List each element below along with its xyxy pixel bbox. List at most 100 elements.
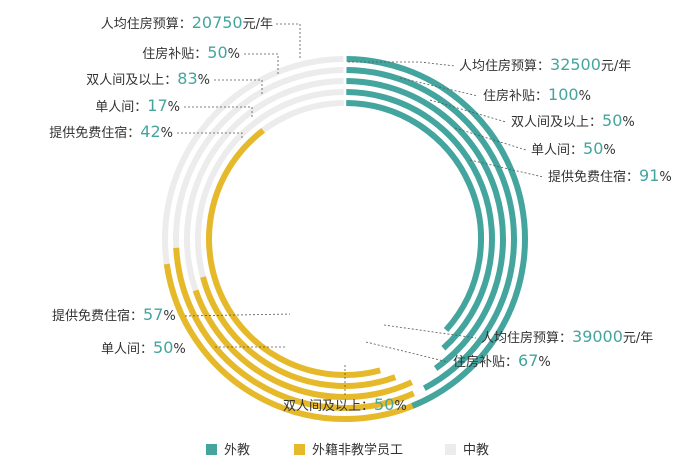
leader-line [348,61,456,67]
label-zhongjiao-2: 双人间及以上：83% [86,69,263,95]
label-waijiao-4: 提供免费住宿：91% [469,159,672,185]
label-waijiao-0: 人均住房预算：32500元/年 [348,55,631,74]
label-waiji_staff-0: 人均住房预算：39000元/年 [383,324,653,346]
label-text: 住房补贴：100% [483,85,591,104]
ring-waiji-staff-4 [205,127,381,378]
label-text: 提供免费住宿：91% [548,166,672,185]
label-name: 人均住房预算： [101,16,192,32]
label-name: 住房补贴： [453,354,518,370]
leader-line [184,106,253,117]
label-value: 17 [147,96,167,115]
label-value: 39000 [572,327,623,346]
label-unit: 元/年 [243,17,273,32]
label-unit: % [228,47,240,62]
ring-waiji-staff-3 [200,276,397,389]
label-value: 32500 [550,55,601,74]
label-name: 住房补贴： [142,46,207,62]
legend-item-waijiao: 外教 [206,442,250,458]
leader-line [184,313,291,317]
rings [162,56,528,422]
label-value: 100 [548,85,579,104]
label-waijiao-1: 住房补贴：100% [399,77,591,104]
label-name: 单人间： [531,143,583,158]
label-name: 双人间及以上： [511,115,602,130]
legend-label: 外籍非教学员工 [312,442,403,458]
leader-line [383,324,477,339]
leader-line [469,159,544,178]
leader-line [454,127,527,151]
legend-item-zhongjiao: 中教 [445,442,489,458]
label-value: 50 [207,43,227,62]
legend-swatch [445,444,456,455]
label-text: 住房补贴：67% [453,351,551,370]
leader-line [399,77,479,97]
label-value: 91 [639,166,659,185]
leader-line [214,79,263,95]
label-waiji_staff-1: 住房补贴：67% [365,341,551,370]
label-zhongjiao-0: 人均住房预算：20750元/年 [101,13,301,60]
label-value: 50 [583,139,603,158]
label-name: 提供免费住宿： [49,125,140,141]
label-zhongjiao-1: 住房补贴：50% [142,43,279,74]
label-zhongjiao-3: 单人间：17% [95,96,253,117]
label-text: 单人间：50% [101,338,186,357]
label-unit: % [538,355,550,370]
label-unit: % [394,399,406,414]
label-unit: 元/年 [623,331,653,346]
label-name: 人均住房预算： [481,330,572,346]
legend: 外教 外籍非教学员工 中教 [206,442,489,458]
label-value: 57 [143,305,163,324]
label-text: 提供免费住宿：42% [49,122,173,141]
label-text: 住房补贴：50% [142,43,240,62]
label-name: 人均住房预算： [459,58,550,74]
ring-waiji-staff-1 [173,247,415,411]
label-value: 50 [374,395,394,414]
label-name: 提供免费住宿： [548,169,639,185]
label-value: 83 [177,69,197,88]
label-value: 42 [140,122,160,141]
label-value: 50 [602,111,622,130]
label-waijiao-3: 单人间：50% [454,127,616,158]
label-unit: % [173,342,185,357]
label-waiji_staff-3: 单人间：50% [101,338,285,357]
leader-line [429,99,507,123]
label-value: 67 [518,351,538,370]
label-text: 人均住房预算：32500元/年 [459,55,631,74]
ring-waijiao-1 [346,67,517,391]
leader-line [365,341,449,363]
label-name: 提供免费住宿： [52,308,143,324]
leader-line [244,53,279,74]
label-value: 50 [153,338,173,357]
label-waiji_staff-4: 提供免费住宿：57% [52,305,291,324]
label-text: 双人间及以上：50% [511,111,635,130]
label-unit: % [579,89,591,104]
label-unit: % [603,143,615,158]
label-text: 双人间及以上：83% [86,69,210,88]
label-name: 单人间： [95,100,147,115]
label-name: 单人间： [101,342,153,357]
label-name: 双人间及以上： [283,399,374,414]
label-zhongjiao-4: 提供免费住宿：42% [49,122,243,141]
label-unit: % [161,126,173,141]
label-waiji_staff-2: 双人间及以上：50% [283,365,407,414]
label-unit: % [198,73,210,88]
label-text: 双人间及以上：50% [283,395,407,414]
label-unit: % [659,170,671,185]
labels: 人均住房预算：32500元/年住房补贴：100%双人间及以上：50%单人间：50… [49,13,671,414]
ring-waijiao-2 [346,78,506,371]
label-text: 提供免费住宿：57% [52,305,176,324]
legend-label: 外教 [224,442,250,458]
legend-swatch [294,444,305,455]
label-name: 住房补贴： [483,88,548,104]
ring-waijiao-0 [346,56,528,409]
legend-item-waiji_staff: 外籍非教学员工 [294,442,403,458]
legend-label: 中教 [463,442,489,458]
label-text: 单人间：50% [531,139,616,158]
label-name: 双人间及以上： [86,73,177,88]
label-text: 单人间：17% [95,96,180,115]
label-unit: % [168,100,180,115]
ring-waijiao-4 [346,100,484,333]
ring-waijiao-3 [346,89,495,351]
leader-line [276,23,301,60]
